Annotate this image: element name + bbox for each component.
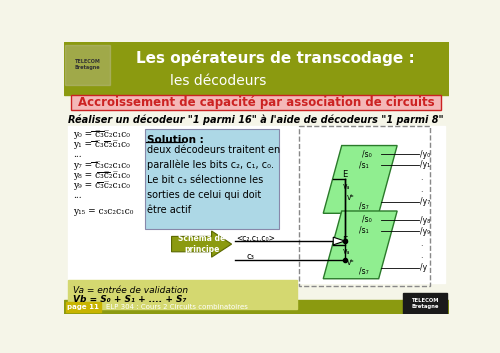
Text: TELECOM
Bretagne: TELECOM Bretagne [411,298,438,309]
Text: ...: ... [73,150,82,159]
Text: Solution :: Solution : [147,135,204,145]
Text: Vb = S₀ + S₁ + .... + S₇: Vb = S₀ + S₁ + .... + S₇ [73,295,186,304]
Text: page 11: page 11 [67,304,99,310]
Text: Schéma de
principe: Schéma de principe [178,234,225,254]
Text: Accroissement de capacité par association de circuits: Accroissement de capacité par associatio… [78,96,434,109]
Text: /s₀: /s₀ [362,150,372,158]
Text: /y: /y [420,263,428,273]
Text: /y₇: /y₇ [420,197,430,206]
Text: y₀ = c̅₃c̅₂c₁c₀: y₀ = c̅₃c̅₂c₁c₀ [73,130,130,139]
Text: /y₀: /y₀ [420,150,430,158]
Text: <c₂,c₁,c₀>: <c₂,c₁,c₀> [236,234,275,243]
Text: .: . [420,239,422,248]
Polygon shape [172,231,232,257]
Polygon shape [323,211,397,279]
Text: E: E [342,170,347,179]
Bar [298,126,430,286]
Text: y₁ = c̅₃c₂c̅₁c₀: y₁ = c̅₃c₂c̅₁c₀ [73,140,130,149]
Bar [64,300,449,314]
Text: y₈ = c₃c̅₂c̅₁c₀: y₈ = c₃c̅₂c̅₁c₀ [73,171,130,180]
Text: c₃: c₃ [246,252,254,261]
Bar [66,302,100,312]
Bar [68,280,297,309]
Text: /s₁: /s₁ [358,160,368,169]
Text: Va = entrée de validation: Va = entrée de validation [73,286,188,295]
Text: Les opérateurs de transcodage :: Les opérateurs de transcodage : [136,50,415,66]
Text: TELECOM
Bretagne: TELECOM Bretagne [74,59,101,70]
Bar [66,45,110,85]
Polygon shape [323,145,397,213]
Text: .: . [420,173,422,181]
Text: vᵇ: vᵇ [346,193,354,202]
Bar [72,95,441,110]
Text: y₉ = c₃c̅₂c₁c₀: y₉ = c₃c̅₂c₁c₀ [73,181,130,190]
Text: /s₇: /s₇ [358,201,368,210]
Text: /s₁: /s₁ [358,226,368,235]
Bar [402,293,447,314]
Text: ...: ... [73,191,82,200]
Text: les décodeurs: les décodeurs [170,74,266,88]
Text: deux décodeurs traitent en
parallèle les bits c₂, c₁, c₀.
Le bit c₃ sélectionne : deux décodeurs traitent en parallèle les… [147,145,280,215]
Text: vₐ: vₐ [344,247,351,256]
Bar [64,42,449,95]
Text: /s₇: /s₇ [358,267,368,276]
Text: vᵇ: vᵇ [346,258,354,267]
Text: /s₀: /s₀ [362,215,372,224]
Text: y₁₅ = c₃c₂c₁c₀: y₁₅ = c₃c₂c₁c₀ [73,207,134,216]
Text: y₇ = c̅₃c₂c₁c₀: y₇ = c̅₃c₂c₁c₀ [73,161,130,170]
Bar [144,128,280,229]
Polygon shape [333,237,345,245]
Text: /y₁: /y₁ [420,160,430,169]
Bar [68,126,445,283]
Text: .: . [420,185,422,194]
Text: Réaliser un décodeur "1 parmi 16" à l'aide de décodeurs "1 parmi 8": Réaliser un décodeur "1 parmi 16" à l'ai… [68,115,444,125]
Text: vₐ: vₐ [344,182,351,191]
Text: E: E [342,236,347,245]
Text: .: . [420,251,422,260]
Text: /y₈: /y₈ [420,216,430,225]
Text: ELP 304 : Cours 2 Circuits combinatoires: ELP 304 : Cours 2 Circuits combinatoires [106,304,248,310]
Text: /y₉: /y₉ [420,227,430,235]
